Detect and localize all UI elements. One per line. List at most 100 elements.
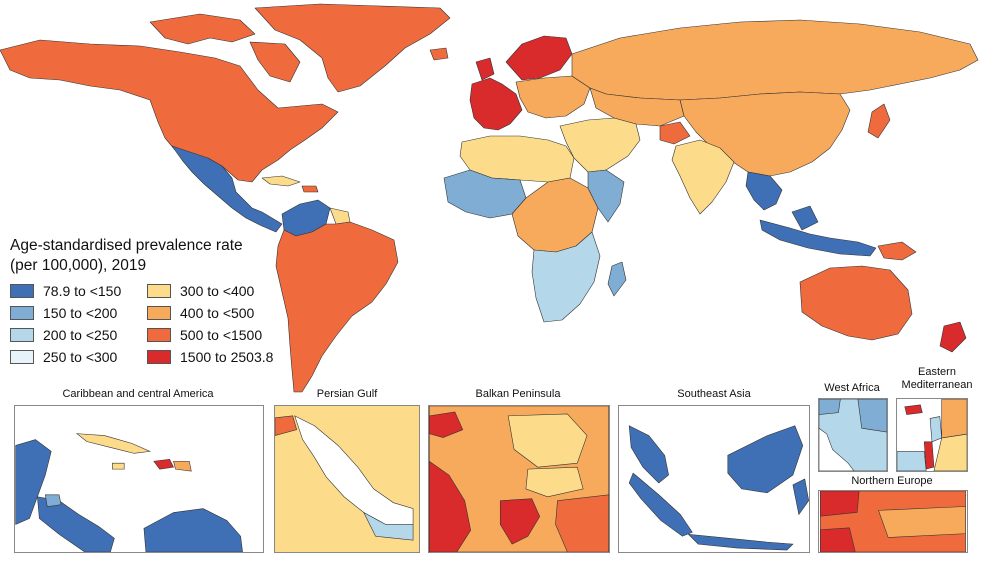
legend: Age-standardised prevalence rate (per 10…	[10, 236, 310, 365]
region-greenland	[254, 3, 451, 93]
region-new-zealand	[939, 321, 967, 353]
legend-item: 250 to <300	[10, 348, 147, 365]
balkan-bulgaria	[525, 466, 584, 498]
region-western-europe	[469, 77, 523, 131]
region-central-asia	[589, 87, 685, 127]
caribbean-guatemala	[44, 494, 62, 507]
legend-swatch	[147, 327, 171, 342]
caribbean-central-america	[37, 496, 115, 552]
legend-label: 300 to <400	[180, 282, 255, 299]
northern-europe-denmark	[820, 491, 860, 517]
inset-northern-europe	[818, 490, 968, 553]
inset-west-africa-svg	[819, 399, 887, 471]
sea-malaysia	[628, 425, 669, 484]
legend-title-line2: (per 100,000), 2019	[10, 257, 147, 274]
inset-persian-gulf-svg	[275, 406, 419, 552]
caribbean-cuba	[75, 433, 151, 454]
inset-caribbean-svg	[15, 433, 243, 552]
legend-swatch	[147, 305, 171, 320]
region-north-america	[0, 39, 339, 183]
inset-title-caribbean: Caribbean and central America	[62, 388, 214, 400]
inset-eastern-med	[896, 398, 968, 472]
caribbean-mexico	[15, 439, 52, 525]
caribbean-haiti	[173, 460, 192, 472]
sea-borneo	[727, 425, 804, 494]
caribbean-jamaica	[112, 462, 125, 470]
inset-title-eastern-med: Eastern Mediterranean	[894, 366, 980, 392]
eastern-med-jordan	[933, 433, 967, 471]
legend-swatch	[10, 349, 34, 364]
caribbean-hispaniola	[153, 458, 174, 470]
balkan-turkey	[555, 494, 609, 552]
legend-label: 1500 to 2503.8	[180, 348, 274, 365]
sea-sumatra	[628, 472, 693, 537]
legend-label: 150 to <200	[43, 304, 118, 321]
inset-southeast-asia	[618, 405, 810, 553]
region-mexico	[171, 145, 283, 233]
legend-label: 200 to <250	[43, 326, 118, 343]
legend-title-line1: Age-standardised prevalence rate	[10, 237, 243, 254]
inset-title-eastern-med-line2: Mediterranean	[901, 379, 973, 391]
persian-gulf-uae	[363, 511, 414, 541]
legend-swatch	[10, 283, 34, 298]
west-africa-senegal	[819, 399, 841, 415]
region-india	[671, 139, 735, 215]
region-hispaniola	[301, 185, 319, 193]
region-japan	[867, 103, 891, 139]
region-east-africa	[587, 169, 625, 223]
legend-item: 300 to <400	[147, 282, 297, 299]
region-indonesia	[759, 219, 877, 257]
inset-title-northern-europe: Northern Europe	[851, 475, 933, 487]
inset-balkan	[428, 405, 610, 553]
region-scandinavia	[505, 35, 573, 81]
legend-item: 1500 to 2503.8	[147, 348, 297, 365]
region-madagascar	[607, 261, 627, 297]
legend-item: 500 to <1500	[147, 326, 297, 343]
legend-swatch	[10, 327, 34, 342]
inset-title-balkan: Balkan Peninsula	[475, 388, 561, 400]
sea-java	[687, 533, 794, 551]
balkan-romania	[507, 413, 588, 468]
northern-europe-germany	[820, 527, 856, 552]
inset-balkan-svg	[429, 406, 609, 552]
caribbean-colombia	[143, 508, 243, 552]
legend-item: 400 to <500	[147, 304, 297, 321]
inset-title-eastern-med-line1: Eastern	[918, 366, 956, 378]
legend-item: 150 to <200	[10, 304, 147, 321]
region-cuba	[261, 175, 301, 187]
region-borneo	[791, 205, 819, 231]
region-iceland	[429, 47, 449, 61]
sea-sulawesi	[792, 478, 809, 516]
region-south-america	[275, 221, 399, 393]
region-se-asia-mainland	[745, 171, 783, 211]
west-africa-guinea	[857, 399, 887, 433]
eastern-med-lebanon	[929, 416, 943, 443]
balkan-greece	[499, 498, 541, 545]
inset-southeast-asia-svg	[628, 425, 809, 551]
legend-grid: 78.9 to <150 300 to <400 150 to <200 400 to…	[10, 282, 310, 365]
eastern-med-syria	[941, 399, 967, 439]
inset-title-west-africa: West Africa	[824, 382, 880, 394]
balkan-croatia	[429, 411, 464, 438]
region-guianas	[329, 207, 351, 225]
inset-west-africa	[818, 398, 888, 472]
legend-item: 200 to <250	[10, 326, 147, 343]
legend-swatch	[147, 283, 171, 298]
eastern-med-egypt	[897, 451, 927, 471]
west-africa-sea	[819, 427, 855, 471]
eastern-med-israel	[923, 441, 935, 470]
region-russia	[571, 19, 979, 101]
region-australia	[799, 265, 913, 341]
region-baffin	[249, 41, 301, 83]
legend-label: 500 to <1500	[180, 326, 263, 343]
inset-caribbean	[14, 405, 264, 553]
region-afghanistan	[659, 121, 691, 145]
region-central-africa	[511, 177, 599, 253]
balkan-italy	[429, 460, 471, 552]
persian-gulf-iraq	[275, 415, 298, 436]
legend-title: Age-standardised prevalence rate (per 10…	[10, 236, 310, 276]
legend-label: 400 to <500	[180, 304, 255, 321]
legend-swatch	[10, 305, 34, 320]
